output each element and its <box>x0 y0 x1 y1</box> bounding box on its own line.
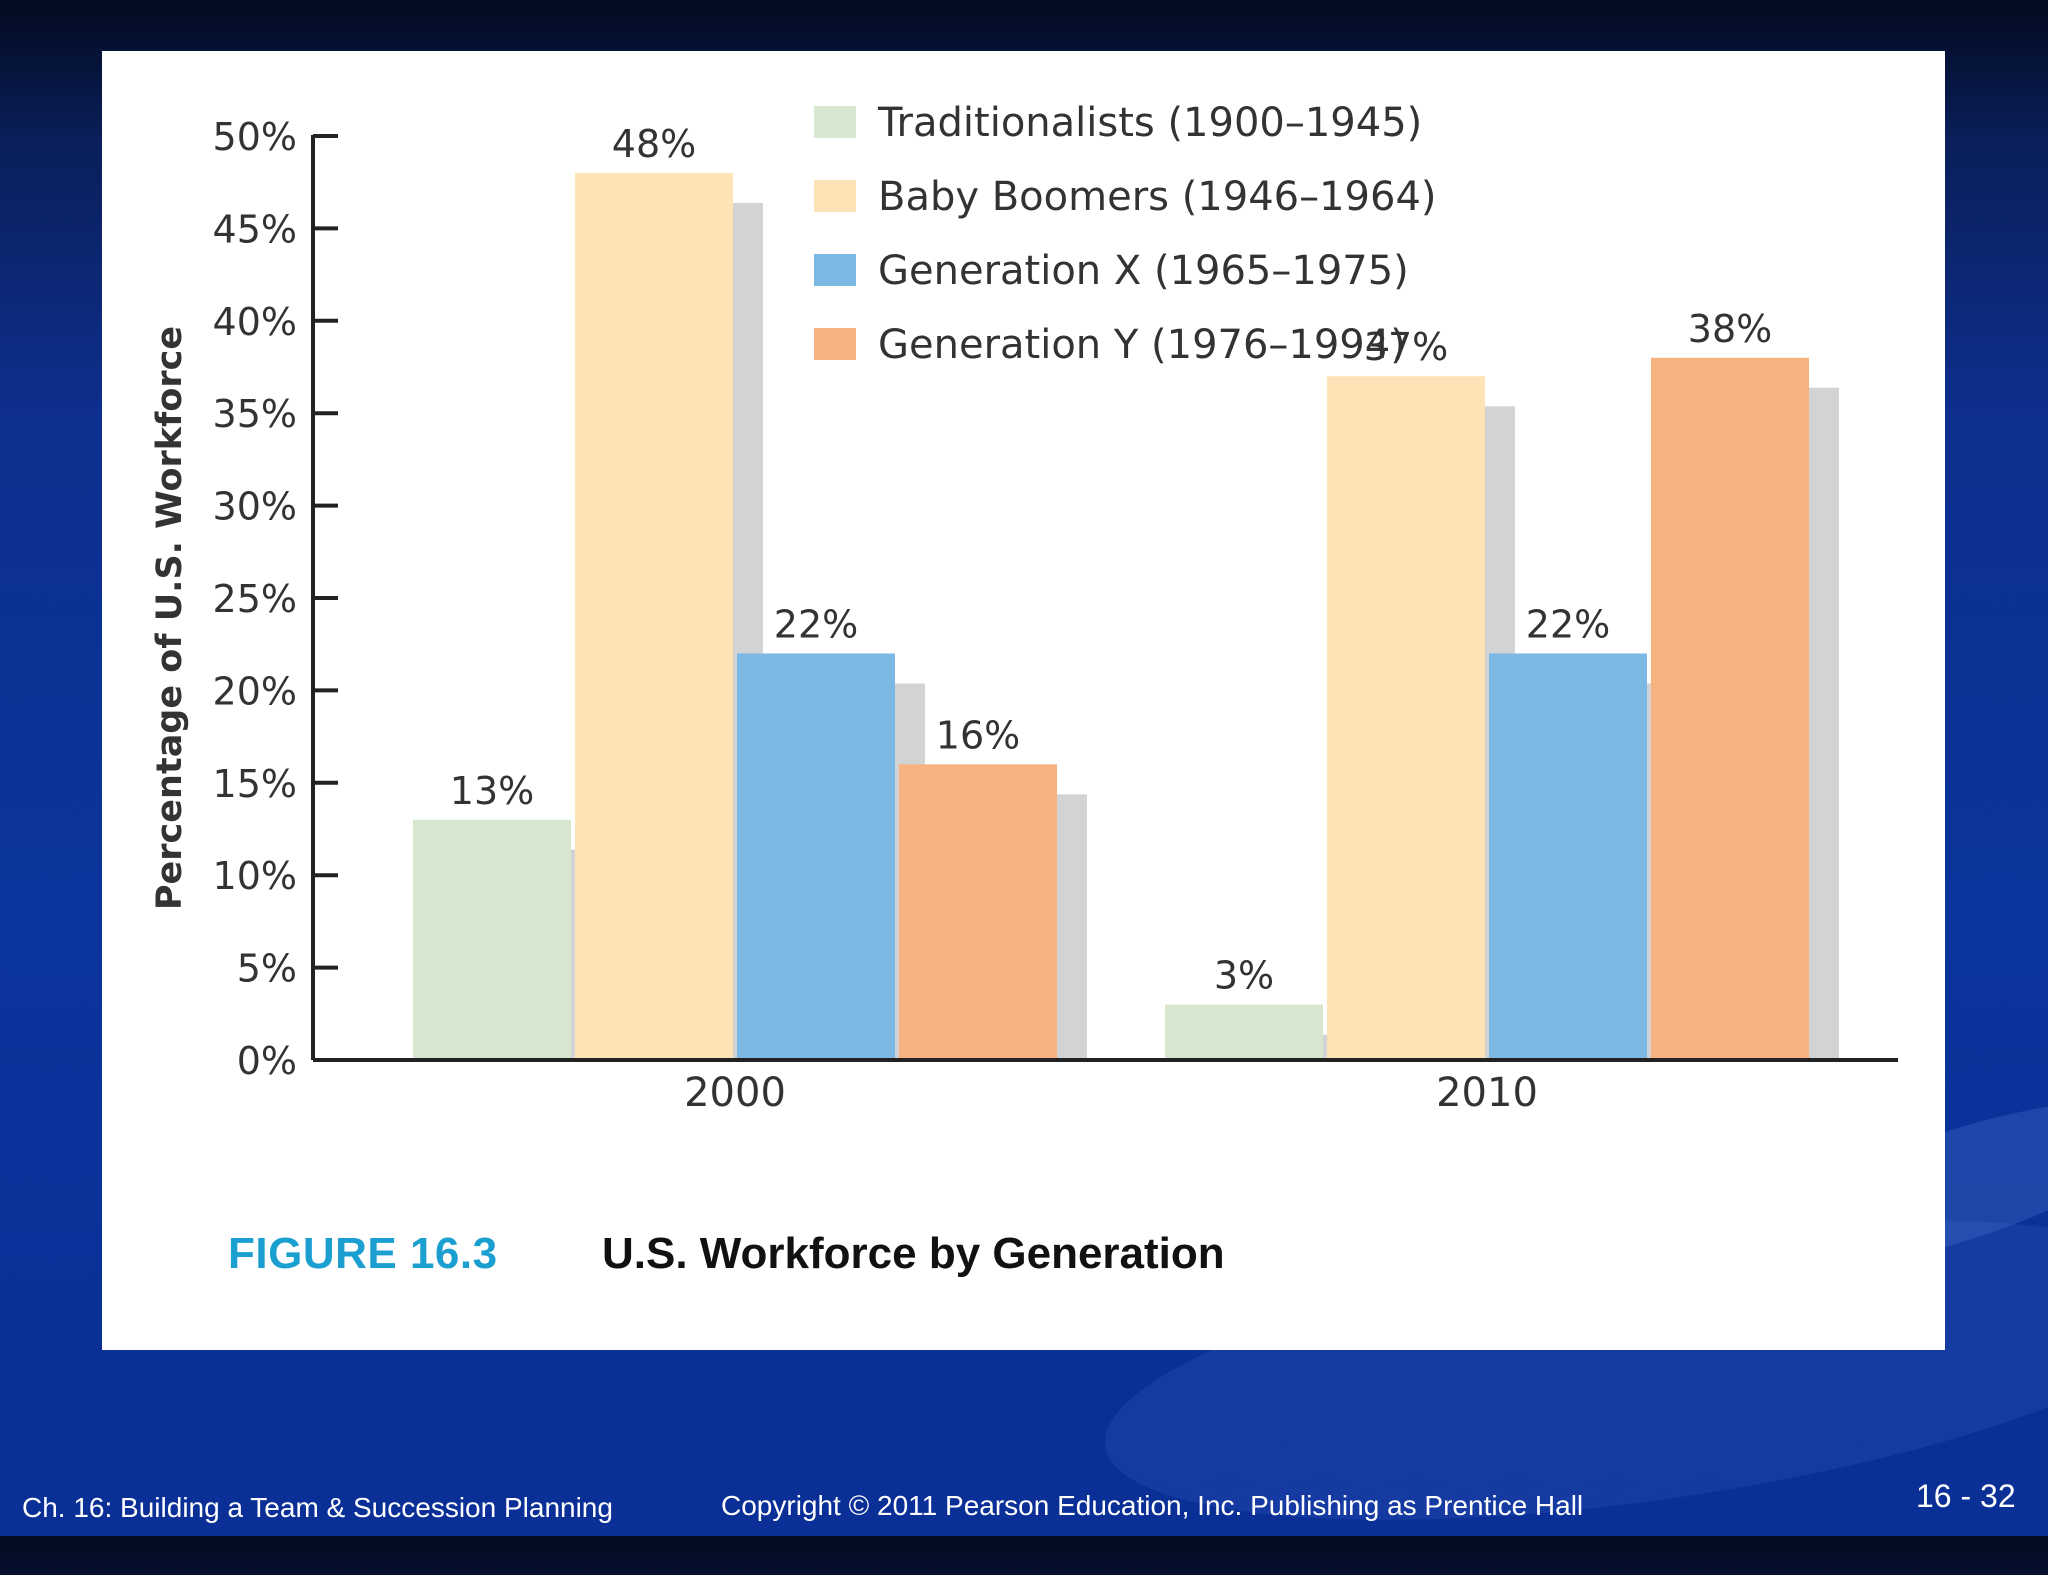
bar-2010-series-3 <box>1651 357 1809 1060</box>
bar-chart: 0% 5% 10% 15% 20% 25% 30% 35% 40% 45% 50% Percentag… <box>150 100 1898 1116</box>
bar-2010-series-1 <box>1327 376 1485 1060</box>
bar-2000-series-0 <box>413 819 571 1060</box>
x-category-label: 2010 <box>1436 1070 1538 1116</box>
figure-title: U.S. Workforce by Generation <box>602 1229 1225 1278</box>
bar-2010-series-2 <box>1489 653 1647 1060</box>
data-label: 48% <box>612 122 696 166</box>
bar-shadow <box>1057 794 1087 1060</box>
y-tick-label: 50% <box>213 115 297 159</box>
y-tick-label: 30% <box>213 485 297 529</box>
legend-swatch <box>814 180 856 212</box>
legend-label: Generation Y (1976–1994) <box>878 322 1406 368</box>
data-label: 22% <box>1526 602 1610 646</box>
y-tick-label: 15% <box>213 762 297 806</box>
data-label: 16% <box>936 713 1020 757</box>
x-category-label: 2000 <box>684 1070 786 1116</box>
legend-swatch <box>814 328 856 360</box>
figure-panel: 0% 5% 10% 15% 20% 25% 30% 35% 40% 45% 50% Percentag… <box>102 51 1945 1350</box>
page-number: 16 - 32 <box>1916 1478 2016 1514</box>
footer-chapter: Ch. 16: Building a Team & Succession Pla… <box>22 1492 613 1523</box>
figure-number: FIGURE 16.3 <box>228 1229 498 1278</box>
y-tick-label: 5% <box>237 947 297 991</box>
bar-2010-series-0 <box>1165 1004 1323 1060</box>
data-label: 37% <box>1364 325 1448 369</box>
footer-copyright: Copyright © 2011 Pearson Education, Inc.… <box>721 1490 1584 1521</box>
legend-label: Baby Boomers (1946–1964) <box>878 174 1437 220</box>
y-tick-label: 40% <box>213 300 297 344</box>
legend-swatch <box>814 106 856 138</box>
data-label: 22% <box>774 602 858 646</box>
y-tick-label: 25% <box>213 577 297 621</box>
bar-2000-series-3 <box>899 764 1057 1060</box>
legend-label: Traditionalists (1900–1945) <box>877 100 1422 146</box>
y-axis-title: Percentage of U.S. Workforce <box>150 326 190 910</box>
data-label: 13% <box>450 769 534 813</box>
bar-2000-series-2 <box>737 653 895 1060</box>
data-label: 3% <box>1214 954 1274 998</box>
legend-label: Generation X (1965–1975) <box>878 248 1409 294</box>
y-tick-label: 10% <box>213 854 297 898</box>
y-tick-label: 0% <box>237 1039 297 1083</box>
y-tick-label: 45% <box>213 207 297 251</box>
data-label: 38% <box>1688 307 1772 351</box>
bar-shadow <box>1809 387 1839 1060</box>
bar-2000-series-1 <box>575 172 733 1061</box>
y-tick-label: 20% <box>213 669 297 713</box>
legend-swatch <box>814 254 856 286</box>
y-tick-label: 35% <box>213 392 297 436</box>
